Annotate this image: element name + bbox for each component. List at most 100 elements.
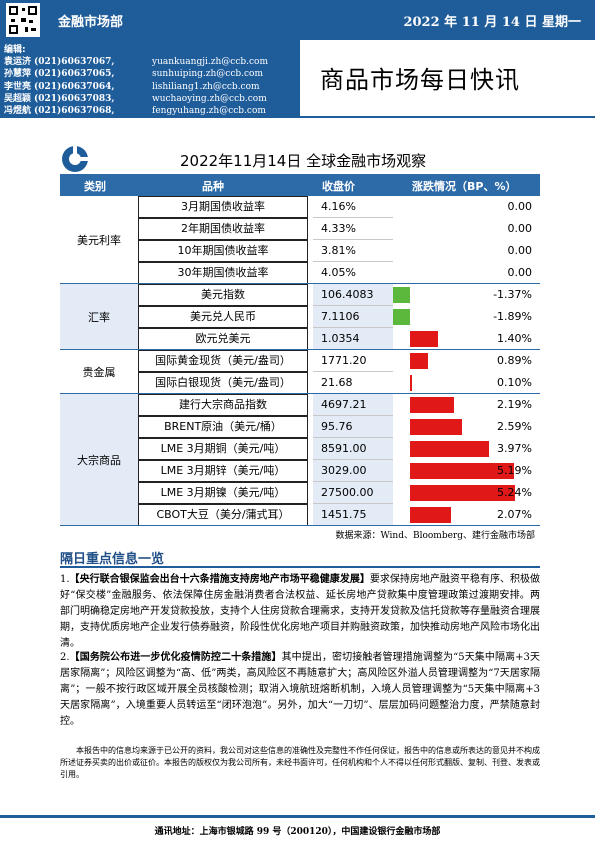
table-row: BRENT原油（美元/桶） 95.76 2.59% — [138, 416, 540, 438]
editor-phone: (021)60637083, — [34, 93, 115, 104]
editor-name: 吴超颖 — [4, 93, 32, 104]
disclaimer: 本报告中的信息均来源于已公开的资料，我公司对这些信息的准确性及完整性不作任何保证… — [60, 746, 540, 779]
news-headline: 【央行联合银保监会出台十六条措施支持房地产市场平稳健康发展】 — [69, 574, 370, 585]
change-value: -1.37% — [493, 288, 532, 301]
close-value: 4697.21 — [313, 394, 393, 416]
change-value: 5.19% — [497, 464, 532, 477]
header-category: 类别 — [84, 180, 106, 193]
change-bar — [410, 419, 462, 435]
news-body: 要求保持房地产融资平稳有序、积极做好“保交楼”金融服务、依法保障住房金融消费者合… — [60, 574, 541, 649]
qr-code-icon — [6, 3, 40, 37]
item-name: LME 3月期镍（美元/吨） — [138, 482, 308, 504]
table-row: 2年期国债收益率 4.33% 0.00 — [138, 218, 540, 240]
news-section-title: 隔日重点信息一览 — [60, 552, 165, 567]
table-header: 类别 品种 收盘价 涨跌情况（BP、%） — [60, 174, 540, 196]
editor-row: 吴超颖 (021)60637083, wuchaoying.zh@ccb.com — [4, 93, 296, 105]
item-name: BRENT原油（美元/桶） — [138, 416, 308, 438]
editor-row: 李世亮 (021)60637064, lishiliang1.zh@ccb.com — [4, 81, 296, 93]
editors-panel: 编辑: 袁运济 (021)60637067, yuankuangji.zh@ccb.… — [0, 40, 300, 118]
header-bar: 金融市场部 2022 年 11 月 14 日 星期一 — [0, 0, 595, 40]
change-bar — [410, 353, 428, 369]
editor-name: 李世亮 — [4, 81, 32, 92]
editor-email[interactable]: lishiliang1.zh@ccb.com — [152, 81, 260, 92]
close-value: 1451.75 — [313, 504, 393, 526]
department-label: 金融市场部 — [58, 15, 124, 30]
change-value: 2.07% — [497, 508, 532, 521]
table-row: CBOT大豆（美分/蒲式耳） 1451.75 2.07% — [138, 504, 540, 526]
table-title: 2022年11月14日 全球金融市场观察 — [180, 152, 427, 170]
item-name: 国际黄金现货（美元/盎司） — [138, 350, 308, 372]
news-section-underline — [60, 566, 540, 568]
report-title: 商品市场每日快讯 — [320, 66, 520, 94]
close-value: 4.16% — [313, 196, 393, 218]
table-row: LME 3月期锌（美元/吨） 3029.00 5.19% — [138, 460, 540, 482]
item-name: 美元指数 — [138, 284, 308, 306]
close-value: 8591.00 — [313, 438, 393, 460]
item-name: 建行大宗商品指数 — [138, 394, 308, 416]
close-value: 1.0354 — [313, 328, 393, 350]
item-name: 国际白银现货（美元/盎司） — [138, 372, 308, 394]
close-value: 21.68 — [313, 372, 393, 394]
table-row: 国际白银现货（美元/盎司） 21.68 0.10% — [138, 372, 540, 394]
table-row: 10年期国债收益率 3.81% 0.00 — [138, 240, 540, 262]
ccb-logo-icon — [62, 146, 90, 172]
editor-row: 孙慧萍 (021)60637065, sunhuiping.zh@ccb.com — [4, 68, 296, 80]
change-bar — [410, 441, 490, 457]
change-bar — [410, 507, 452, 523]
editor-phone: (021)60637068, — [34, 106, 115, 117]
item-name: 欧元兑美元 — [138, 328, 308, 350]
editors-label: 编辑: — [4, 45, 26, 55]
group-divider — [60, 393, 540, 394]
item-name: LME 3月期铜（美元/吨） — [138, 438, 308, 460]
change-value: 3.97% — [497, 442, 532, 455]
category-cell: 大宗商品 — [60, 394, 138, 526]
category-cell: 贵金属 — [60, 350, 138, 394]
change-value: 1.40% — [497, 332, 532, 345]
category-cell: 美元利率 — [60, 196, 138, 284]
change-bar — [410, 485, 515, 501]
category-cell: 汇率 — [60, 284, 138, 350]
editor-row: 冯煜航 (021)60637068, fengyuhang.zh@ccb.com — [4, 105, 296, 117]
group-divider — [60, 283, 540, 284]
title-box: 商品市场每日快讯 — [300, 40, 595, 118]
header-item: 品种 — [202, 180, 224, 193]
item-name: 美元兑人民币 — [138, 306, 308, 328]
news-body: 其中提出，密切接触者管理措施调整为“5天集中隔离+3天居家隔离”；风险区调整为“… — [60, 652, 541, 727]
report-date: 2022 年 11 月 14 日 星期一 — [403, 15, 581, 30]
change-bar — [410, 331, 438, 347]
editor-row: 袁运济 (021)60637067, yuankuangji.zh@ccb.com — [4, 56, 296, 68]
close-value: 3029.00 — [313, 460, 393, 482]
item-name: 2年期国债收益率 — [138, 218, 308, 240]
header-change: 涨跌情况（BP、%） — [412, 180, 517, 193]
editor-email[interactable]: sunhuiping.zh@ccb.com — [152, 69, 263, 80]
change-value: 0.00 — [507, 200, 533, 213]
change-bar — [410, 375, 412, 391]
item-name: 30年期国债收益率 — [138, 262, 308, 284]
close-value: 4.05% — [313, 262, 393, 284]
table-row: LME 3月期镍（美元/吨） 27500.00 5.24% — [138, 482, 540, 504]
close-value: 95.76 — [313, 416, 393, 438]
header-close: 收盘价 — [322, 180, 355, 193]
news-headline: 【国务院公布进一步优化疫情防控二十条措施】 — [69, 652, 282, 663]
news-item: 2.【国务院公布进一步优化疫情防控二十条措施】其中提出，密切接触者管理措施调整为… — [60, 650, 540, 730]
editor-email[interactable]: yuankuangji.zh@ccb.com — [152, 57, 268, 68]
news-item: 1.【央行联合银保监会出台十六条措施支持房地产市场平稳健康发展】要求保持房地产融… — [60, 572, 540, 652]
table-row: 欧元兑美元 1.0354 1.40% — [138, 328, 540, 350]
change-value: 0.00 — [507, 266, 533, 279]
close-value: 4.33% — [313, 218, 393, 240]
editor-name: 袁运济 — [4, 57, 32, 68]
footer: 通讯地址：上海市银城路 99 号（200120），中国建设银行金融市场部 — [0, 815, 595, 842]
news-number: 2. — [60, 652, 70, 663]
table-row: 3月期国债收益率 4.16% 0.00 — [138, 196, 540, 218]
change-value: -1.89% — [493, 310, 532, 323]
change-bar — [410, 463, 514, 479]
change-value: 5.24% — [497, 486, 532, 499]
table-row: 美元指数 106.4083 -1.37% — [138, 284, 540, 306]
change-bar — [410, 397, 454, 413]
editor-name: 孙慧萍 — [4, 69, 32, 80]
editor-email[interactable]: fengyuhang.zh@ccb.com — [152, 106, 266, 117]
item-name: LME 3月期锌（美元/吨） — [138, 460, 308, 482]
group-divider — [60, 525, 540, 526]
editor-email[interactable]: wuchaoying.zh@ccb.com — [152, 93, 267, 104]
